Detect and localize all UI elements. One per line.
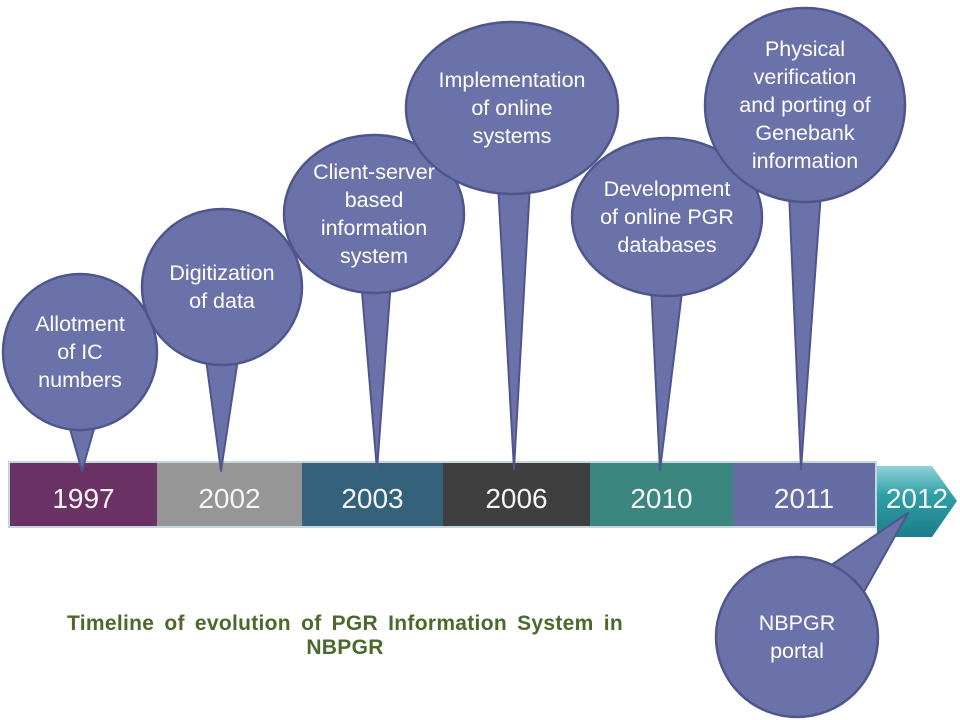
slide-caption: Timeline of evolution of PGR Information… — [67, 612, 623, 659]
timeline-arrow-2012 — [877, 466, 957, 537]
year-label-2011: 2011 — [773, 483, 835, 514]
timeline-segment-1997 — [10, 463, 157, 526]
balloon-2006 — [404, 20, 620, 196]
year-label-2010: 2010 — [630, 483, 693, 514]
balloon-label-2003: Client-server based information system — [313, 160, 435, 268]
balloon-label-1997: Allotment of IC numbers — [35, 312, 125, 392]
balloon-2003 — [282, 133, 466, 295]
balloon-tail-2006 — [497, 183, 531, 470]
balloon-1997 — [1, 272, 159, 432]
timeline-segment-2002 — [157, 463, 302, 526]
year-label-2002: 2002 — [198, 483, 261, 514]
balloon-2012 — [714, 555, 880, 719]
balloon-label-2010: Development of online PGR databases — [600, 177, 734, 257]
balloon-2002 — [140, 207, 304, 367]
timeline-segment-2010 — [590, 463, 733, 526]
year-label-2003: 2003 — [341, 483, 404, 514]
year-label-2012: 2012 — [885, 483, 949, 514]
timeline-segment-2003 — [302, 463, 443, 526]
balloon-label-2002: Digitization of data — [169, 261, 275, 313]
balloon-tail-2003 — [360, 279, 392, 471]
balloon-2010 — [570, 136, 764, 298]
balloon-tail-2010 — [650, 283, 684, 471]
balloon-label-2006: Implementation of online systems — [438, 68, 586, 148]
year-label-2006: 2006 — [485, 483, 548, 514]
balloon-label-2011: Physical verification and porting of Gen… — [739, 37, 871, 173]
timeline-segment-2006 — [443, 463, 590, 526]
year-label-1997: 1997 — [52, 483, 115, 514]
balloon-label-2012: NBPGR portal — [758, 611, 836, 663]
balloon-tail-2011 — [788, 191, 822, 470]
balloon-tail-2002 — [204, 351, 240, 472]
balloon-2011 — [703, 6, 907, 204]
timeline-segment-2011 — [733, 463, 875, 526]
